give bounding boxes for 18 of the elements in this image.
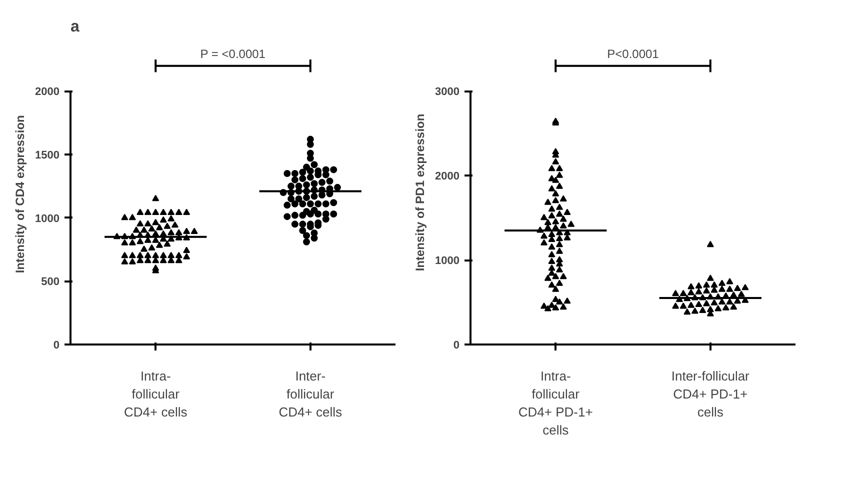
y-tick-label: 1500 bbox=[35, 150, 60, 162]
y-tick-label: 2000 bbox=[435, 170, 460, 183]
x-tick-label: Intra- follicular CD4+ cells bbox=[124, 368, 188, 420]
chart-title: a bbox=[70, 18, 80, 36]
y-axis-title: Intensity of PD1 expression bbox=[413, 114, 428, 272]
text: P = <0.0001 bbox=[200, 46, 266, 61]
y-tick-label: 2000 bbox=[35, 86, 60, 98]
y-axis-title: Intensity of CD4 expression bbox=[13, 115, 28, 274]
text: P<0.0001 bbox=[607, 46, 660, 61]
x-tick-label: Inter- follicular CD4+ cells bbox=[278, 368, 342, 420]
y-tick-label: 1000 bbox=[435, 255, 460, 268]
y-tick-label: 0 bbox=[53, 340, 60, 352]
y-tick-label: 0 bbox=[453, 340, 460, 352]
y-tick-label: 500 bbox=[41, 276, 60, 288]
y-tick-label: 1000 bbox=[35, 212, 60, 225]
y-tick-label: 3000 bbox=[435, 86, 460, 98]
x-tick-label: Inter-follicular CD4+ PD-1+ cells bbox=[671, 368, 750, 420]
x-tick-label: Intra- follicular CD4+ PD-1+ cells bbox=[518, 368, 593, 438]
